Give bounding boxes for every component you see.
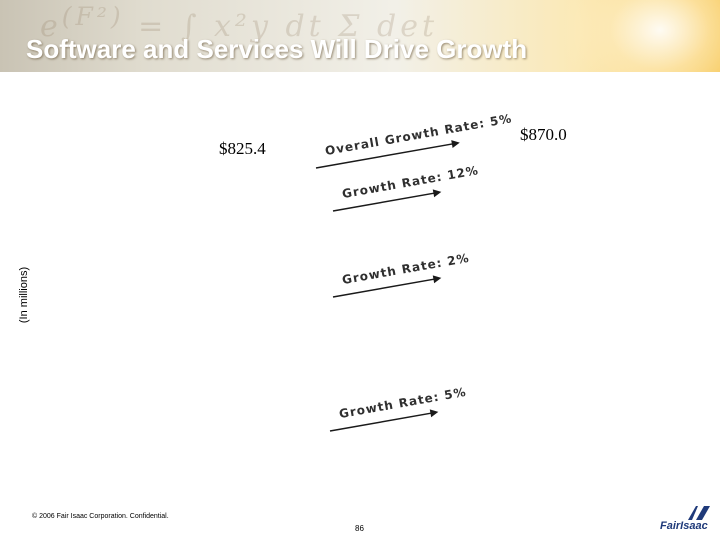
arrow-icon: [332, 189, 442, 212]
header-banner: e(F²) = ∫ x²y dt Σ det: [0, 0, 720, 72]
page-number: 86: [355, 524, 364, 533]
footer-copyright: © 2006 Fair Isaac Corporation. Confident…: [32, 513, 169, 520]
header-glow: [560, 0, 720, 72]
formula-decoration: e(F²) = ∫ x²y dt Σ det: [40, 2, 439, 44]
slide-title: Software and Services Will Drive Growth: [26, 34, 528, 64]
total-label-first: $825.4: [219, 139, 266, 158]
arrow-icon: [315, 140, 460, 169]
arrow-icon: [329, 409, 439, 432]
y-axis-label: (In millions): [18, 266, 30, 324]
arrow-icon: [332, 275, 442, 298]
total-label-second: $870.0: [520, 125, 567, 144]
fairisaac-logo: FairIsaac: [660, 520, 708, 532]
fairisaac-logo-icon: [688, 506, 710, 520]
